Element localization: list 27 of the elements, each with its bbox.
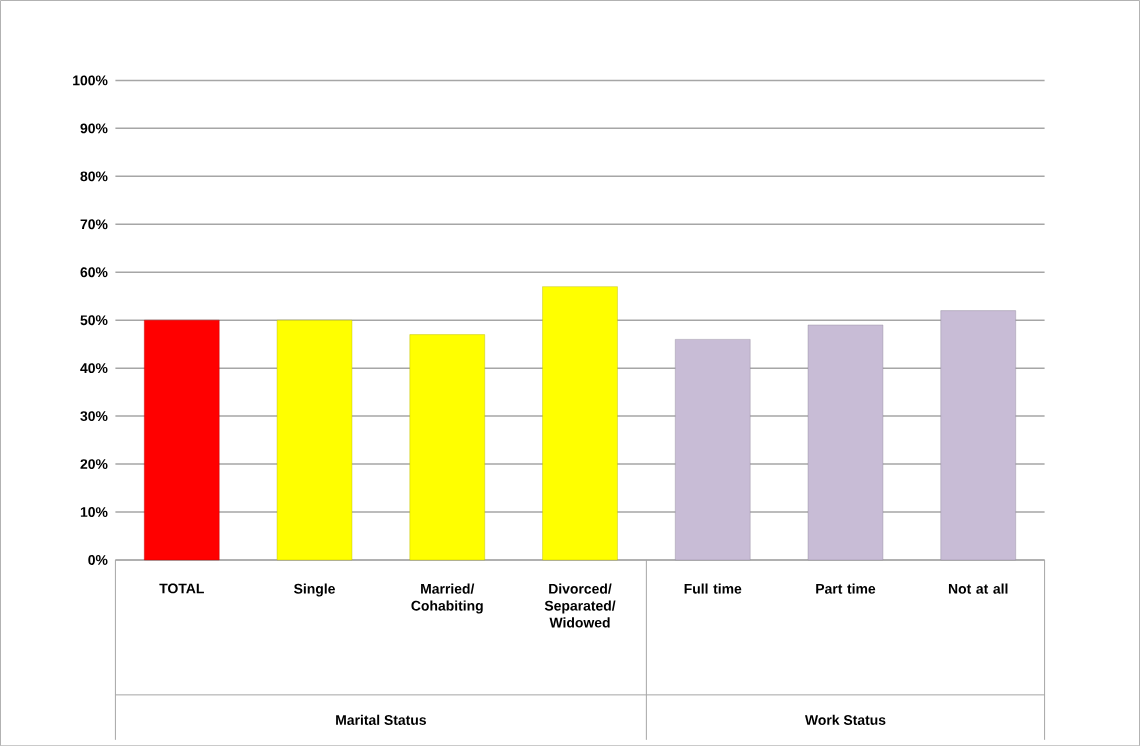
y-tick-label: 60% — [80, 267, 108, 278]
y-tick-label: 50% — [80, 315, 108, 325]
x-tick-label: Divorced/ Separated/ Widowed — [544, 583, 616, 628]
bar — [675, 339, 751, 561]
x-tick-label: Part time — [816, 583, 876, 594]
y-tick-label: 40% — [80, 363, 108, 373]
text: Marital Status — [336, 714, 426, 725]
x-tick-label: Full time — [684, 583, 742, 594]
x-tick-label: TOTAL — [159, 583, 204, 594]
y-tick-label: 10% — [80, 506, 108, 517]
x-tick-label: Single — [294, 583, 335, 597]
x-tick-label: Married/ Cohabiting — [411, 583, 483, 614]
bar — [276, 319, 353, 561]
y-tick-label: 70% — [80, 219, 108, 230]
y-tick-label: 80% — [80, 171, 108, 182]
x-tick-label: Not at all — [948, 583, 1008, 594]
text: Work Status — [804, 714, 886, 725]
y-tick-label: 90% — [80, 123, 108, 134]
bar — [807, 324, 884, 561]
y-tick-label: 0% — [88, 554, 108, 565]
bar — [940, 310, 1016, 561]
y-tick-label: 100% — [73, 75, 108, 86]
y-tick-label: 20% — [80, 458, 108, 469]
bar — [409, 334, 485, 561]
bar — [144, 319, 220, 561]
y-tick-label: 30% — [80, 411, 108, 421]
bar — [542, 286, 618, 561]
